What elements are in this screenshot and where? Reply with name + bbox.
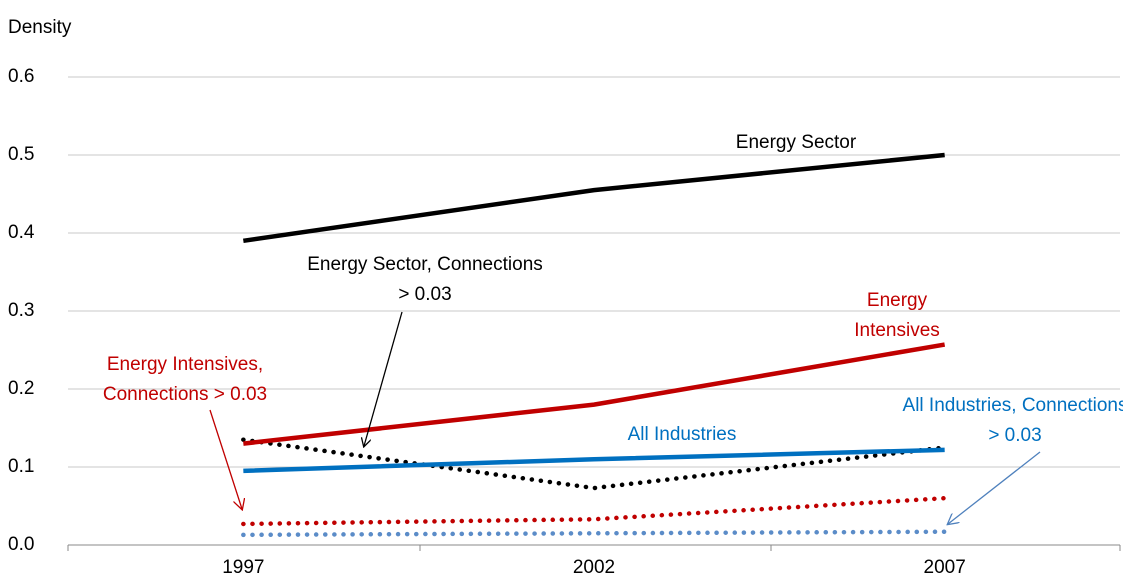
series-label: Energy Intensives, Connections > 0.03 [102,354,268,405]
y-tick-label: 0.6 [8,66,34,87]
x-tick-label: 2007 [924,557,966,578]
x-tick-label: 2002 [573,557,615,578]
annotation-arrow [209,409,242,509]
series-line [241,437,947,491]
series-line [241,495,947,527]
series-label: All Industries [627,424,737,445]
annotation-arrow [948,451,1041,524]
series-label: All Industries, Connections > 0.03 [902,395,1123,446]
x-tick-label: 1997 [222,557,264,578]
series-line [241,529,947,538]
y-tick-label: 0.4 [8,222,35,243]
series-label: Energy Sector [735,132,857,153]
y-tick-label: 0.3 [8,300,34,321]
y-tick-label: 0.1 [8,456,34,477]
y-tick-label: 0.0 [8,534,34,555]
series-line [243,342,946,446]
series-label: Energy Sector, Connections > 0.03 [307,254,543,305]
annotation-arrow [364,311,403,446]
y-tick-label: 0.5 [8,144,34,165]
series-line [243,447,945,474]
y-tick-label: 0.2 [8,378,34,399]
series-label: Energy Intensives [854,290,940,341]
series-line [243,152,945,244]
y-axis-title: Density [8,17,72,38]
